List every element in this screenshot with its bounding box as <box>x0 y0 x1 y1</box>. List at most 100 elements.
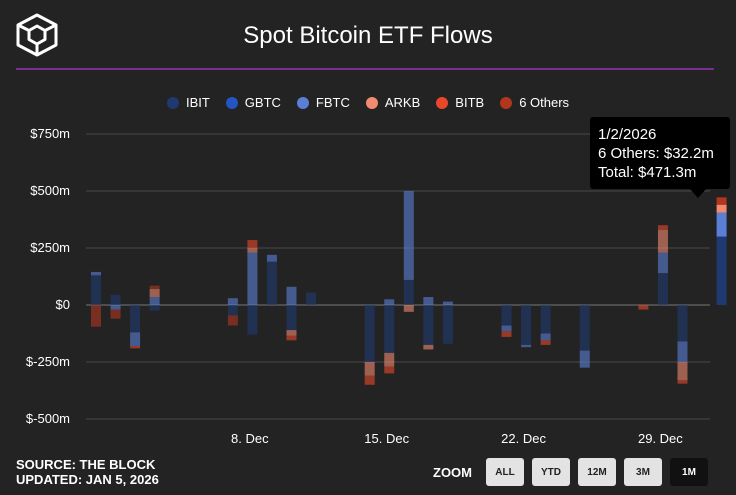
bar-segment-6-others[interactable] <box>716 197 727 205</box>
tooltip-total: Total: $471.3m <box>598 164 697 181</box>
bar-segment-bitb[interactable] <box>540 340 551 345</box>
bar-segment-bitb[interactable] <box>677 380 688 384</box>
bar-segment-arkb[interactable] <box>364 362 375 376</box>
bar-segment-ibit[interactable] <box>364 305 375 362</box>
bar-segment-fbtc[interactable] <box>579 350 590 368</box>
tooltip-series-value: 6 Others: $32.2m <box>598 145 714 162</box>
bar-segment-ibit[interactable] <box>403 279 414 305</box>
bar-segment-ibit[interactable] <box>540 305 551 334</box>
zoom-12m-button[interactable]: 12M <box>578 458 616 486</box>
bar-segment-arkb[interactable] <box>384 352 395 367</box>
bar-segment-fbtc[interactable] <box>521 344 532 348</box>
bar-segment-ibit[interactable] <box>657 273 668 305</box>
legend-dot-icon <box>225 96 238 109</box>
bar-segment-ibit[interactable] <box>384 305 395 353</box>
footer: SOURCE: THE BLOCK UPDATED: JAN 5, 2026 <box>16 457 159 487</box>
bar-segment-bitb[interactable] <box>657 225 668 230</box>
bar-segment-6-others[interactable] <box>91 305 101 327</box>
legend-item-ibit[interactable]: IBIT <box>166 95 210 110</box>
bar-segment-fbtc[interactable] <box>149 297 160 305</box>
legend-item-fbtc[interactable]: FBTC <box>296 95 350 110</box>
legend-dot-icon <box>436 96 449 109</box>
bar-segment-fbtc[interactable] <box>384 299 395 305</box>
bar-segment-bitb[interactable] <box>130 346 141 349</box>
zoom-3m-button[interactable]: 3M <box>624 458 662 486</box>
y-tick-label: $250m <box>30 240 70 255</box>
bar-segment-fbtc[interactable] <box>540 333 551 341</box>
zoom-1m-button[interactable]: 1M <box>670 458 708 486</box>
legend-item-6-others[interactable]: 6 Others <box>500 95 569 110</box>
the-block-logo-icon <box>16 13 58 57</box>
bar-segment-ibit[interactable] <box>286 305 297 331</box>
bar-segment-fbtc[interactable] <box>110 305 121 310</box>
bar-segment-fbtc[interactable] <box>266 254 277 262</box>
y-tick-label: $-500m <box>26 411 70 426</box>
y-tick-label: $-250m <box>26 354 70 369</box>
bar-segment-bitb[interactable] <box>286 335 297 341</box>
tooltip: 1/2/2026 6 Others: $32.2m Total: $471.3m <box>590 117 730 189</box>
bar-segment-bitb[interactable] <box>501 331 512 337</box>
zoom-ytd-button[interactable]: YTD <box>532 458 570 486</box>
legend-item-arkb[interactable]: ARKB <box>365 95 420 110</box>
bar-segment-ibit[interactable] <box>130 305 141 333</box>
bar-segment-arkb[interactable] <box>677 362 688 381</box>
bar-segment-ibit[interactable] <box>266 261 277 305</box>
bar-segment-fbtc[interactable] <box>716 212 727 237</box>
legend-item-gbtc[interactable]: GBTC <box>225 95 281 110</box>
bar-segment-ibit[interactable] <box>521 305 532 345</box>
legend-item-bitb[interactable]: BITB <box>436 95 484 110</box>
x-tick-label: 29. Dec <box>638 431 683 446</box>
legend-dot-icon <box>296 96 309 109</box>
bar-segment-ibit[interactable] <box>91 275 101 305</box>
bar-segment-bitb[interactable] <box>364 375 375 385</box>
title-divider <box>16 68 714 70</box>
bar-segment-arkb[interactable] <box>657 229 668 253</box>
bar-segment-ibit[interactable] <box>110 294 121 305</box>
y-tick-label: $750m <box>30 126 70 141</box>
bar-segment-fbtc[interactable] <box>442 301 453 305</box>
bar-segment-ibit[interactable] <box>716 236 727 305</box>
bar-segment-fbtc[interactable] <box>403 191 414 280</box>
bar-segment-arkb[interactable] <box>716 204 727 213</box>
zoom-label: ZOOM <box>433 464 472 480</box>
legend-dot-icon <box>365 96 378 109</box>
bar-segment-fbtc[interactable] <box>657 252 668 274</box>
bar-segment-fbtc[interactable] <box>247 252 258 305</box>
bar-segment-ibit[interactable] <box>247 305 258 335</box>
legend-label: GBTC <box>244 95 281 110</box>
bar-segment-arkb[interactable] <box>247 248 258 253</box>
y-tick-label: $500m <box>30 183 70 198</box>
bar-segment-ibit[interactable] <box>442 305 453 344</box>
bar-segment-bitb[interactable] <box>247 240 258 248</box>
bar-segment-ibit[interactable] <box>227 305 238 316</box>
bar-segment-ibit[interactable] <box>501 305 512 326</box>
bar-segment-bitb[interactable] <box>638 305 649 310</box>
zoom-controls: ZOOM ALL YTD 12M 3M 1M <box>433 458 708 486</box>
bar-segment-arkb[interactable] <box>423 344 434 350</box>
bar-segment-6-others[interactable] <box>110 309 121 319</box>
bar-segment-fbtc[interactable] <box>286 286 297 305</box>
bar-series <box>91 191 727 385</box>
bar-segment-fbtc[interactable] <box>91 271 101 276</box>
bar-segment-fbtc[interactable] <box>501 325 512 332</box>
bar-segment-arkb[interactable] <box>286 330 297 336</box>
bar-segment-ibit[interactable] <box>423 305 434 345</box>
legend-dot-icon <box>166 96 179 109</box>
tooltip-date: 1/2/2026 <box>598 126 657 143</box>
bar-segment-6-others[interactable] <box>227 315 238 326</box>
bar-segment-fbtc[interactable] <box>423 297 434 305</box>
bar-segment-fbtc[interactable] <box>227 298 238 305</box>
bar-segment-fbtc[interactable] <box>677 341 688 362</box>
bar-segment-arkb[interactable] <box>403 305 414 312</box>
bar-segment-bitb[interactable] <box>384 366 395 374</box>
tooltip-pointer <box>690 189 706 198</box>
zoom-all-button[interactable]: ALL <box>486 458 524 486</box>
bar-segment-6-others[interactable] <box>149 285 160 290</box>
bar-segment-ibit[interactable] <box>306 292 317 305</box>
bar-segment-fbtc[interactable] <box>130 332 141 347</box>
bar-segment-ibit[interactable] <box>579 305 590 351</box>
bar-segment-arkb[interactable] <box>149 289 160 298</box>
bar-segment-ibit[interactable] <box>149 305 160 311</box>
bar-segment-ibit[interactable] <box>677 305 688 342</box>
